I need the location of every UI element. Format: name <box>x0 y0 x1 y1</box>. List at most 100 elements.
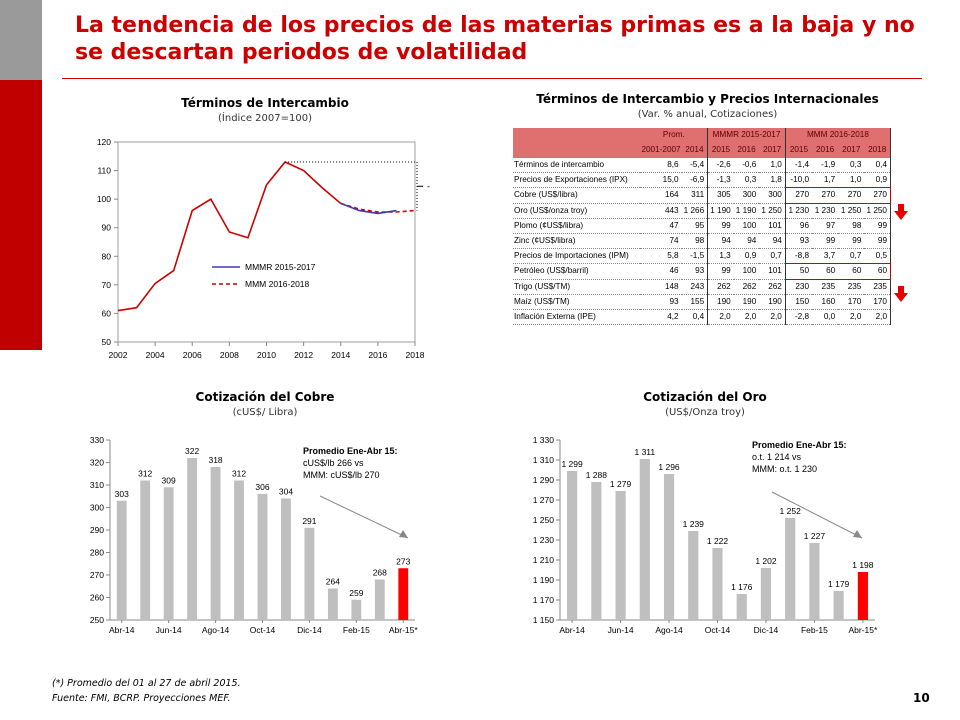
chart1-heading: Términos de Intercambio (Índice 2007=100… <box>150 96 380 124</box>
y-tick-label: 110 <box>97 166 111 176</box>
table-column-header: 2016 <box>733 143 760 158</box>
footer-note: (*) Promedio del 01 al 27 de abril 2015. <box>52 678 241 689</box>
data-label: 1 311 <box>634 447 655 457</box>
title-divider <box>62 78 922 79</box>
table-cell: 0,4 <box>864 158 892 174</box>
y-tick-label: 270 <box>90 570 104 580</box>
table-cell: -1,4 <box>785 158 813 174</box>
bar <box>567 471 578 620</box>
table-cell: 300 <box>733 187 760 204</box>
bar <box>639 459 650 620</box>
page-number: 10 <box>913 691 930 705</box>
table-cell: 1 250 <box>838 203 865 219</box>
bar <box>140 480 151 620</box>
bar <box>116 500 127 620</box>
legend-label: MMM 2016-2018 <box>245 279 310 289</box>
table-cell: 99 <box>812 233 839 250</box>
x-tick-label: 2018 <box>406 350 425 360</box>
data-label: 1 227 <box>804 531 826 541</box>
annotation-heading: Promedio Ene-Abr 15: <box>752 440 847 450</box>
change-annotation: -15.0% <box>427 181 430 191</box>
table-cell: 99 <box>707 263 734 280</box>
table-cell: 60 <box>838 263 865 280</box>
table-cell: 0,0 <box>812 309 839 326</box>
data-label: 1 179 <box>828 579 850 589</box>
table-cell: 98 <box>838 218 865 235</box>
data-label: 1 202 <box>755 556 777 566</box>
table-cell: 98 <box>681 233 709 250</box>
series-line <box>340 202 397 215</box>
data-label: 264 <box>326 577 340 587</box>
table-cell: -1,3 <box>707 172 734 189</box>
legend-label: MMMR 2015-2017 <box>245 262 316 272</box>
table-cell: 300 <box>759 187 786 204</box>
annotation-line: MMM: cUS$/lb 270 <box>303 470 380 480</box>
table-cell: 93 <box>785 233 813 250</box>
table-group-header: MMM 2016-2018 <box>785 128 892 143</box>
table-cell: 235 <box>812 279 839 295</box>
data-label: 1 176 <box>731 582 753 592</box>
table-cell: 2,0 <box>838 309 865 326</box>
y-tick-label: 120 <box>97 137 111 147</box>
sidebar-red-block <box>0 80 42 350</box>
y-tick-label: 1 270 <box>533 495 555 505</box>
table-cell: 262 <box>733 279 760 295</box>
table-cell: 96 <box>785 218 813 235</box>
table-cell: 0,5 <box>864 248 892 265</box>
bar <box>304 527 315 620</box>
y-tick-label: 260 <box>90 593 104 603</box>
data-label: 259 <box>349 588 363 598</box>
table-title: Términos de Intercambio y Precios Intern… <box>536 92 879 106</box>
table-cell: 97 <box>812 218 839 235</box>
table-cell: 50 <box>784 263 813 280</box>
down-arrow-icon <box>894 204 908 220</box>
table-cell: 99 <box>864 233 892 250</box>
x-tick-label: 2002 <box>109 350 128 360</box>
annotation-heading: Promedio Ene-Abr 15: <box>303 446 398 456</box>
copper-price-chart: 250 260 270 280 290 300 310 320 330 303 312 309 322 3… <box>90 435 419 635</box>
x-tick-label: Abr-15* <box>389 625 419 635</box>
y-tick-label: 70 <box>102 280 112 290</box>
table-cell: 1 230 <box>785 203 813 219</box>
table-column-header: 2014 <box>681 143 709 158</box>
data-label: 304 <box>279 487 293 497</box>
prices-table-container: Prom. MMMR 2015-2017 MMM 2016-2018 2001-200… <box>513 128 892 355</box>
table-cell: 99 <box>707 218 734 235</box>
table-cell: 0,7 <box>759 248 786 265</box>
table-cell: 60 <box>864 263 892 280</box>
bar <box>257 494 268 620</box>
table-cell: 1,3 <box>707 248 734 265</box>
table-cell: 270 <box>864 187 892 204</box>
annotation-line: o.t. 1 214 vs <box>752 452 802 462</box>
table-cell: 0,9 <box>864 172 892 189</box>
table-cell: 2,0 <box>759 309 786 326</box>
table-cell: -10,0 <box>785 172 813 189</box>
gold-chart-heading: Cotización del Oro (US$/Onza troy) <box>580 390 830 418</box>
x-tick-label: Feb-15 <box>801 625 828 635</box>
table-cell: 0,3 <box>838 158 865 174</box>
table-row: Precios de Importaciones (IPM) 5,8 -1,5 1,3… <box>513 248 892 265</box>
table-cell: -6,9 <box>681 172 709 189</box>
table-cell: 1 230 <box>812 203 839 219</box>
table-cell: 94 <box>707 233 734 250</box>
table-cell: 15,0 <box>640 172 682 189</box>
row-label: Oro (US$/onza troy) <box>513 203 641 219</box>
table-cell: -1,5 <box>681 248 709 265</box>
table-cell: 170 <box>864 294 892 311</box>
table-cell: 164 <box>640 187 682 204</box>
table-column-header: 2015 <box>785 143 813 158</box>
table-cell: 93 <box>681 263 709 280</box>
row-label: Plomo (¢US$/libra) <box>513 218 641 235</box>
table-row: Inflación Externa (IPE) 4,2 0,4 2,0 2,0 2,0 -2… <box>513 309 892 326</box>
table-cell: 3,7 <box>812 248 839 265</box>
x-tick-label: 2004 <box>146 350 165 360</box>
table-cell: 170 <box>838 294 865 311</box>
bar <box>327 588 338 620</box>
table-cell: 99 <box>838 233 865 250</box>
table-group-header: Prom. <box>640 128 709 143</box>
table-cell: 305 <box>707 187 734 204</box>
table-group-header <box>513 128 641 143</box>
plot-frame <box>117 141 416 343</box>
footer-source: Fuente: FMI, BCRP. Proyecciones MEF. <box>52 693 231 704</box>
bar <box>857 572 868 620</box>
